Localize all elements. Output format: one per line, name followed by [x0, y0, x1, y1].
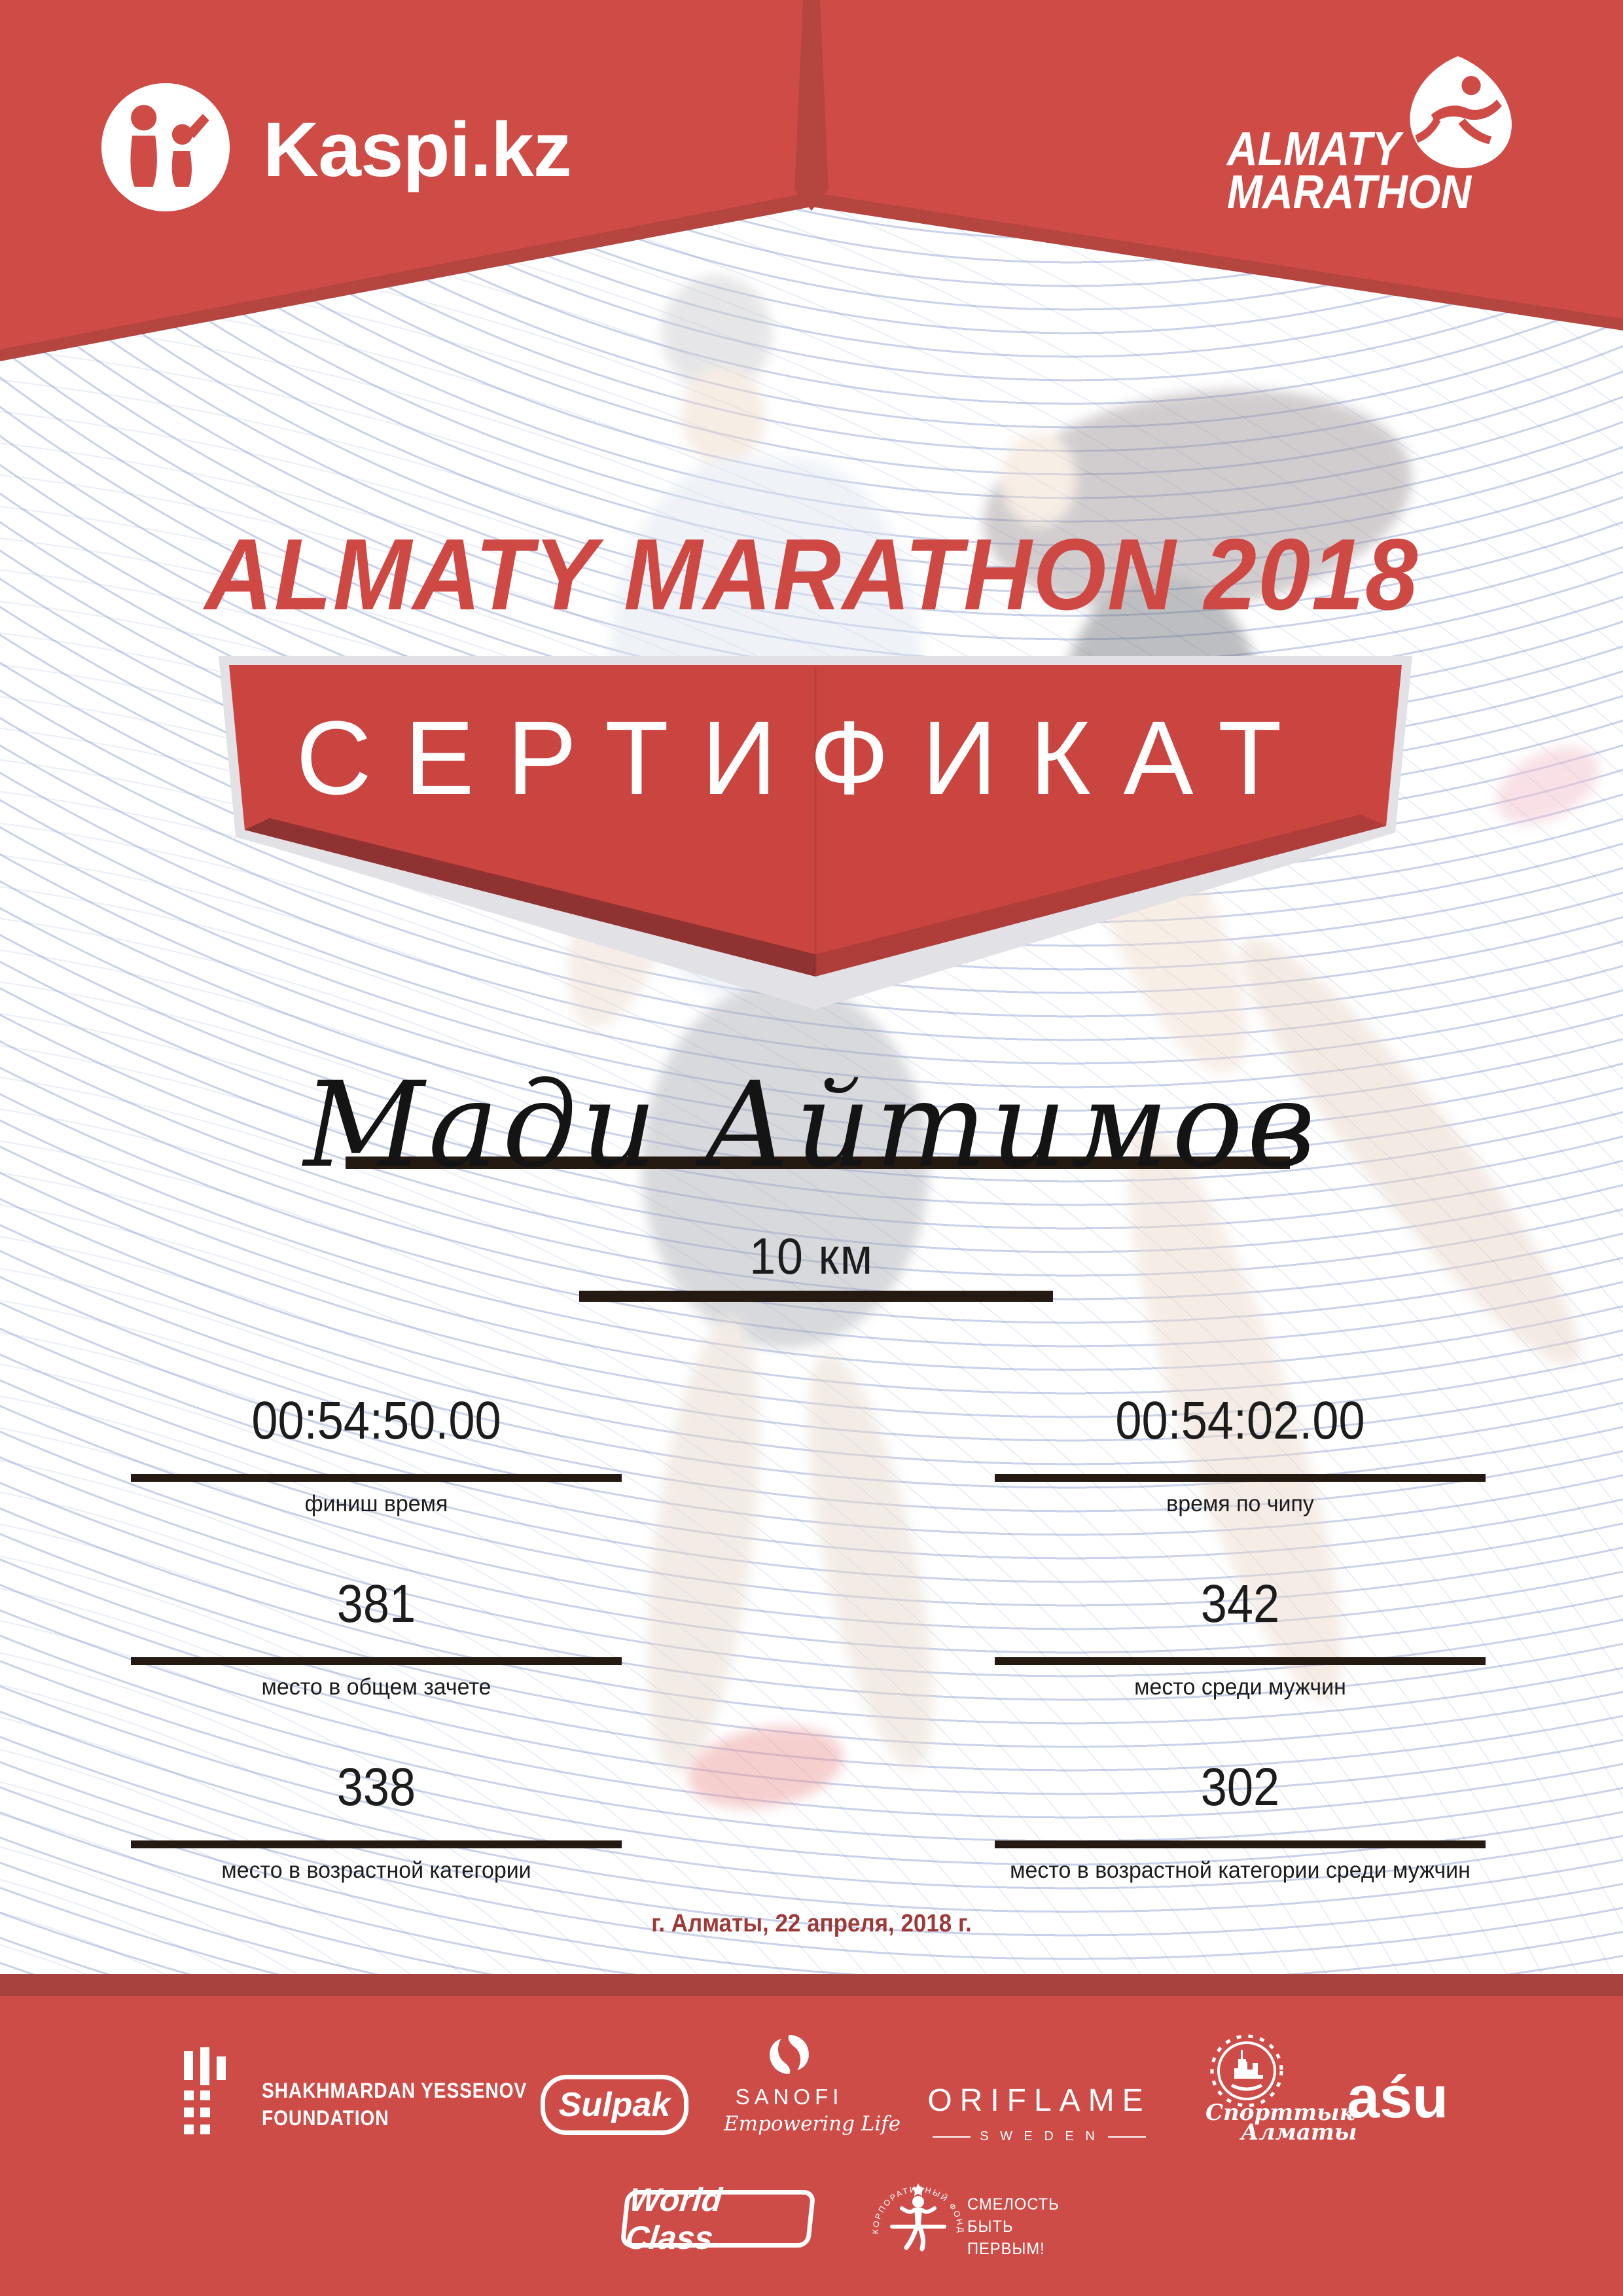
oriflame-name: ORIFLAME — [927, 2083, 1151, 2118]
finish-line-runner-icon: КОРПОРАТИВНЫЙ ФОНД — [871, 2183, 964, 2251]
fund-slogan: СМЕЛОСТЬ БЫТЬ ПЕРВЫМ! — [967, 2194, 1060, 2260]
distance-underline — [579, 1291, 1053, 1302]
photo-blob — [626, 1311, 781, 1778]
sanofi-tagline: Empowering Life — [724, 2112, 901, 2136]
kaspi-people-icon — [130, 105, 209, 187]
footer-background — [0, 1996, 1623, 2296]
stat-underline — [995, 1474, 1486, 1482]
stat-overall-place: 381 место в общем зачете — [131, 1577, 622, 1700]
stat-underline — [131, 1657, 622, 1665]
stat-value: 00:54:02.00 — [1115, 1391, 1365, 1450]
event-date: г. Алматы, 22 апреля, 2018 г. — [0, 1911, 1623, 1936]
stat-finish-time: 00:54:50.00 финиш время — [131, 1394, 622, 1517]
stat-age-place: 338 место в возрастной категории — [131, 1761, 622, 1884]
stat-label: место в возрастной категории — [221, 1857, 531, 1883]
fund-slogan-line1: СМЕЛОСТЬ — [967, 2195, 1060, 2214]
asu-logo: aśu — [1347, 2065, 1449, 2130]
almaty-marathon-logo-line1: ALMATY — [1227, 123, 1401, 175]
stat-underline — [131, 1474, 622, 1482]
stat-gender-place: 342 место среди мужчин — [995, 1577, 1486, 1700]
sanofi-bird-icon — [770, 2035, 809, 2074]
oriflame-logo: ORIFLAME S W E D E N — [921, 2083, 1157, 2144]
kaspi-logo — [101, 83, 230, 211]
distance-text: 10 км — [749, 1227, 874, 1285]
world-class-text: World Class — [624, 2181, 724, 2256]
sanofi-name: SANOFI — [735, 2085, 844, 2109]
sulpak-text: Sulpak — [558, 2086, 671, 2124]
distance: 10 км — [0, 1230, 1623, 1282]
stat-label: место в возрастной категории среди мужчи… — [1010, 1857, 1471, 1883]
stat-value: 381 — [336, 1574, 416, 1634]
stat-label: финиш время — [304, 1491, 448, 1516]
stat-label: место в общем зачете — [261, 1674, 491, 1700]
stat-underline — [995, 1840, 1486, 1848]
event-title-text: ALMATY MARATHON 2018 — [204, 518, 1419, 631]
certificate-ribbon — [219, 656, 1412, 1009]
certificate-label: СЕРТИФИКАТ — [0, 706, 1623, 810]
runner-pick-icon — [1410, 56, 1512, 168]
bars-and-squares-icon — [184, 2047, 227, 2134]
sulpak-logo: Sulpak — [541, 2075, 688, 2135]
photo-blob — [681, 367, 766, 465]
photo-blob — [661, 275, 772, 393]
footer-accent-bar — [0, 1974, 1623, 1996]
stat-underline — [131, 1840, 622, 1848]
kaspi-brand-text: Kaspi.kz — [263, 107, 572, 193]
sporttyk-line2: Алматы — [1241, 2119, 1357, 2145]
almaty-emblem-icon — [1210, 2034, 1283, 2108]
header-band — [0, 0, 1623, 361]
sporttyk-line1: Спорттык — [1205, 2100, 1355, 2126]
certificate-label-text: СЕРТИФИКАТ — [296, 699, 1315, 816]
yessenov-foundation-line1: SHAKHMARDAN YESSENOV — [262, 2079, 527, 2102]
rule-right — [1107, 2136, 1146, 2138]
fund-slogan-line3: ПЕРВЫМ! — [967, 2239, 1045, 2258]
oriflame-sweden: S W E D E N — [921, 2129, 1157, 2144]
rule-left — [933, 2136, 971, 2138]
almaty-marathon-logo-line2: MARATHON — [1227, 166, 1472, 219]
event-title: ALMATY MARATHON 2018 — [0, 524, 1623, 625]
stat-label: место среди мужчин — [1134, 1674, 1346, 1700]
sanofi-logo: SANOFI Empowering Life — [724, 2033, 901, 2136]
stat-chip-time: 00:54:02.00 время по чипу — [995, 1394, 1486, 1517]
stat-underline — [995, 1657, 1486, 1665]
participant-name: Мади Айтимов — [303, 1057, 1320, 1194]
fund-slogan-line2: БЫТЬ — [967, 2217, 1014, 2236]
photo-blob — [781, 1343, 960, 1779]
event-date-text: г. Алматы, 22 апреля, 2018 г. — [651, 1910, 972, 1937]
photo-blob — [1001, 432, 1077, 527]
stat-value: 00:54:50.00 — [251, 1391, 501, 1450]
world-class-logo: World Class — [620, 2181, 816, 2256]
stat-label: время по чипу — [1166, 1491, 1314, 1516]
stat-value: 342 — [1200, 1574, 1280, 1634]
stat-value: 302 — [1200, 1757, 1280, 1817]
yessenov-foundation-line2: FOUNDATION — [262, 2106, 389, 2130]
stat-age-gender-place: 302 место в возрастной категории среди м… — [995, 1761, 1486, 1884]
oriflame-sweden-text: S W E D E N — [980, 2129, 1099, 2144]
name-underline — [346, 1157, 1290, 1169]
stat-value: 338 — [336, 1757, 416, 1817]
